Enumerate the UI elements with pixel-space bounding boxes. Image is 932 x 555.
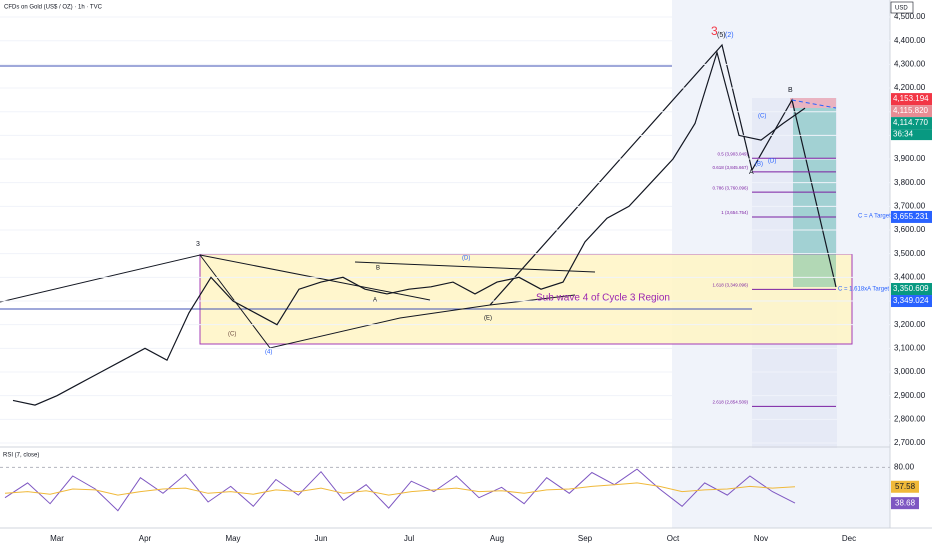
wave-label: (D) bbox=[462, 256, 470, 262]
y-tick-label: 3,900.00 bbox=[894, 154, 926, 163]
rsi-title: RSI (7, close) bbox=[3, 453, 39, 459]
currency[interactable]: USD bbox=[895, 6, 908, 12]
wave-label: (B) bbox=[755, 162, 763, 168]
wave-label: (2) bbox=[725, 32, 734, 39]
price-line bbox=[4, 468, 796, 512]
x-tick-label: Jun bbox=[315, 534, 328, 543]
y-tick-label: 3,000.00 bbox=[894, 367, 926, 376]
wave-label: (E) bbox=[484, 316, 492, 322]
y-tick-label: 4,200.00 bbox=[894, 83, 926, 92]
value-badge bbox=[891, 497, 919, 510]
y-tick-label: 3,500.00 bbox=[894, 249, 926, 258]
fib-label: 2.618 (2,854.509) bbox=[712, 400, 748, 405]
price-badge bbox=[891, 283, 932, 296]
price-label: 4,114.770 bbox=[893, 118, 929, 127]
price-label: 4,153.194 bbox=[893, 94, 929, 103]
fib-label: 0.618 (3,845.667) bbox=[712, 165, 748, 170]
fib-label: 0.786 (3,760.096) bbox=[712, 185, 748, 190]
y-tick-label: 3,100.00 bbox=[894, 343, 926, 352]
y-tick-label: 80.00 bbox=[894, 462, 915, 471]
y-tick-label: 2,800.00 bbox=[894, 414, 926, 423]
target-label: C = 1.618xA Target bbox=[838, 287, 889, 293]
y-tick-label: 2,900.00 bbox=[894, 391, 926, 400]
trend-line bbox=[354, 261, 596, 273]
y-tick-label: 3,400.00 bbox=[894, 272, 926, 281]
wave-label: A bbox=[373, 298, 377, 304]
wave-label: B bbox=[788, 87, 793, 94]
currency-box[interactable] bbox=[890, 1, 914, 14]
wave-label: (C) bbox=[758, 114, 766, 120]
fib-label: 0.5 (3,903.049) bbox=[717, 151, 748, 156]
price-label: 3,350.609 bbox=[893, 284, 929, 293]
price-label: 3,655.231 bbox=[893, 212, 929, 221]
value-label: 38.68 bbox=[895, 498, 916, 507]
x-tick-label: Jul bbox=[404, 534, 414, 543]
x-tick-label: Dec bbox=[842, 534, 856, 543]
trend-line bbox=[0, 254, 576, 349]
fib-label: 1 (3,654.754) bbox=[721, 210, 748, 215]
value-badge bbox=[891, 480, 919, 493]
symbol-title: CFDs on Gold (US$ / OZ) · 1h · TVC bbox=[4, 5, 103, 11]
price-label: 4,115.820 bbox=[893, 106, 929, 115]
projection bbox=[791, 99, 837, 109]
price-badge bbox=[891, 295, 932, 308]
y-tick-label: 3,700.00 bbox=[894, 201, 926, 210]
x-tick-label: Sep bbox=[578, 534, 593, 543]
value-label: 57.58 bbox=[895, 482, 916, 491]
price-line bbox=[4, 482, 796, 496]
wave-line bbox=[489, 43, 837, 306]
wave-label: 3 bbox=[196, 241, 200, 248]
y-tick-label: 3,600.00 bbox=[894, 225, 926, 234]
wave-label: 3 bbox=[711, 24, 718, 38]
wave-label: A bbox=[749, 169, 754, 176]
x-tick-label: Nov bbox=[754, 534, 768, 543]
x-tick-label: Aug bbox=[490, 534, 504, 543]
x-tick-label: May bbox=[225, 534, 240, 543]
wave-label: (4) bbox=[265, 350, 272, 356]
wave-region bbox=[199, 253, 853, 345]
price-badge bbox=[891, 93, 932, 106]
price-badge bbox=[891, 105, 932, 118]
wave-label: (D) bbox=[768, 159, 776, 165]
y-tick-label: 3,800.00 bbox=[894, 178, 926, 187]
x-tick-label: Apr bbox=[139, 534, 152, 543]
price-line bbox=[12, 50, 806, 406]
y-tick-label: 4,500.00 bbox=[894, 12, 926, 21]
price-label: 3,349.024 bbox=[893, 296, 929, 305]
y-tick-label: 3,200.00 bbox=[894, 320, 926, 329]
y-tick-label: 4,400.00 bbox=[894, 36, 926, 45]
y-tick-label: 2,700.00 bbox=[894, 438, 926, 447]
price-badge bbox=[891, 210, 932, 223]
wave-label: (5) bbox=[717, 32, 726, 39]
wave-label: B bbox=[376, 266, 380, 272]
stop-zone bbox=[790, 98, 836, 108]
x-tick-label: Oct bbox=[667, 534, 680, 543]
fib-label: 1.618 (3,349.096) bbox=[712, 283, 748, 288]
countdown: 36:34 bbox=[893, 130, 914, 139]
price-badge bbox=[891, 117, 932, 130]
x-tick-label: Mar bbox=[50, 534, 64, 543]
countdown-badge bbox=[891, 129, 932, 141]
y-tick-label: 4,300.00 bbox=[894, 59, 926, 68]
region-label: Sub wave 4 of Cycle 3 Region bbox=[536, 293, 670, 304]
target-label: C = A Target bbox=[858, 214, 891, 220]
wave-label: (C) bbox=[228, 332, 236, 338]
